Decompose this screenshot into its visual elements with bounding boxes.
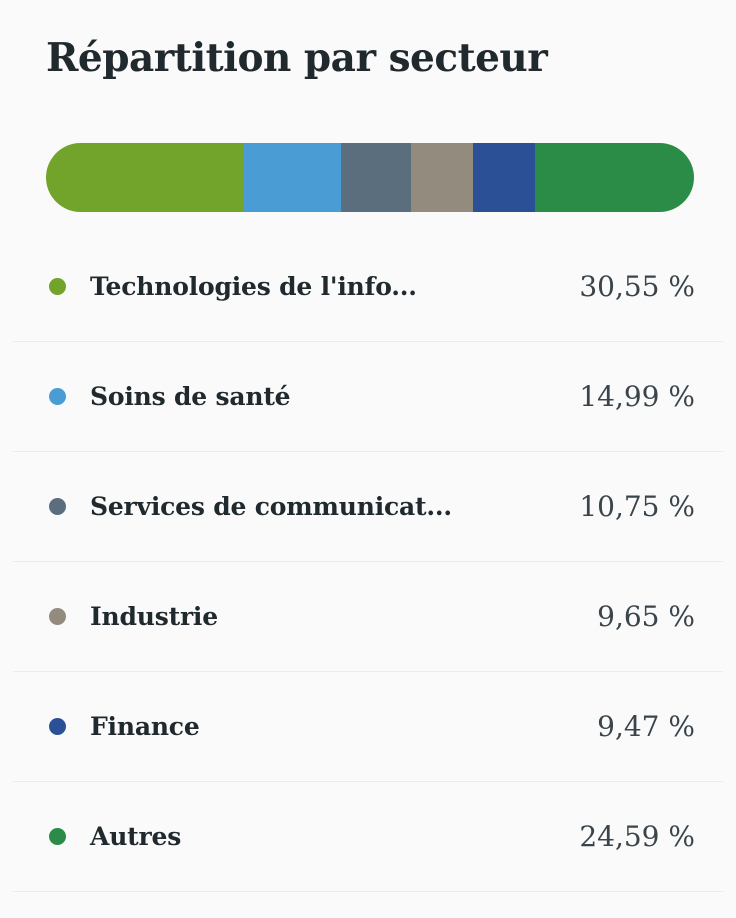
legend-label: Industrie: [90, 601, 218, 631]
bar-segment[interactable]: [534, 142, 694, 212]
legend-dot-icon: [49, 717, 66, 735]
legend-row: Finance 9,47 %: [13, 672, 723, 782]
bar-segment[interactable]: [341, 142, 411, 212]
legend-dot-icon: [49, 827, 66, 845]
bar-segment[interactable]: [46, 142, 244, 212]
allocation-stacked-bar: [46, 142, 694, 212]
legend-row: Autres 24,59 %: [13, 782, 723, 892]
bar-segment[interactable]: [243, 142, 342, 212]
legend-label: Services de communicat...: [90, 491, 452, 521]
legend-label: Soins de santé: [90, 381, 291, 411]
legend-row: Soins de santé 14,99 %: [13, 342, 723, 452]
legend-value: 30,55 %: [579, 269, 695, 303]
legend-dot-icon: [49, 387, 66, 405]
legend-value: 14,99 %: [579, 379, 695, 413]
legend-row: Industrie 9,65 %: [13, 562, 723, 672]
legend-row: Services de communicat... 10,75 %: [13, 452, 723, 562]
page-title: Répartition par secteur: [46, 35, 548, 81]
legend-value: 24,59 %: [579, 819, 695, 853]
legend-label: Finance: [90, 711, 200, 741]
legend-label: Technologies de l'info...: [90, 271, 417, 301]
bar-segment[interactable]: [410, 142, 474, 212]
bar-segment[interactable]: [473, 142, 535, 212]
legend-value: 9,65 %: [597, 599, 695, 633]
legend-label: Autres: [90, 821, 182, 851]
legend-value: 10,75 %: [579, 489, 695, 523]
legend-row: Technologies de l'info... 30,55 %: [13, 232, 723, 342]
legend-dot-icon: [49, 277, 66, 295]
legend-dot-icon: [49, 607, 66, 625]
legend-value: 9,47 %: [597, 709, 695, 743]
legend-dot-icon: [49, 497, 66, 515]
legend-list: Technologies de l'info... 30,55 % Soins de…: [13, 232, 723, 892]
